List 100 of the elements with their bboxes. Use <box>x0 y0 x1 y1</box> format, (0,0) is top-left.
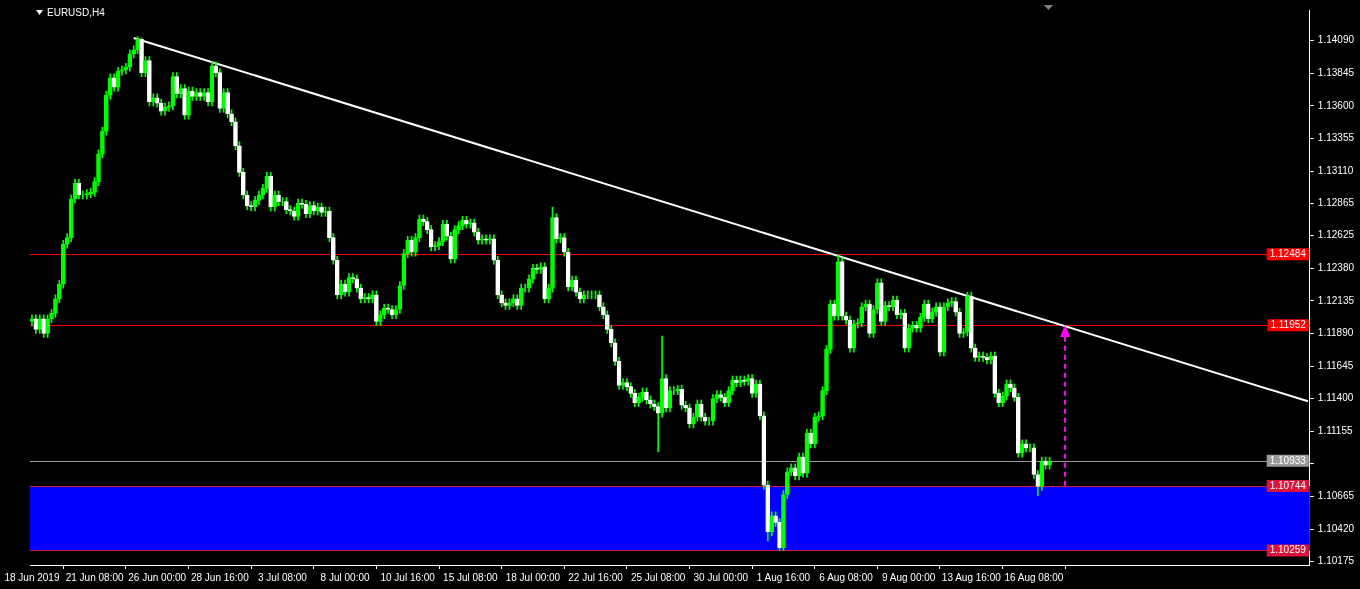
x-tick-label: 18 Jul 00:00 <box>505 571 561 583</box>
candlestick <box>233 117 238 151</box>
candlestick <box>507 298 512 310</box>
x-tick-label: 9 Aug 00:00 <box>881 571 936 583</box>
candlestick <box>1000 391 1005 407</box>
x-tick-label: 13 Aug 16:00 <box>941 571 1002 583</box>
candlestick <box>53 294 58 318</box>
candlestick <box>730 375 735 395</box>
y-tick-label: 1.12865 <box>1317 197 1355 209</box>
y-tick-label: 1.11155 <box>1317 424 1353 436</box>
candlestick <box>511 294 516 308</box>
candlestick <box>45 314 50 338</box>
candlestick <box>687 403 692 429</box>
candlestick <box>503 298 508 310</box>
x-tick-label: 15 Jul 08:00 <box>443 571 498 583</box>
candlestick <box>726 386 731 407</box>
candlestick <box>452 225 457 264</box>
candlestick <box>272 190 277 212</box>
candlestick <box>953 297 958 317</box>
y-tick-label: 1.11645 <box>1317 359 1354 371</box>
candlestick <box>413 233 418 257</box>
candlestick <box>961 327 966 338</box>
ref-line-label: 1.12484 <box>1269 248 1307 260</box>
candlestick <box>432 241 438 252</box>
candlestick <box>276 190 281 206</box>
candlestick <box>636 392 641 407</box>
y-tick-label: 1.10420 <box>1317 522 1355 534</box>
candlestick <box>542 262 548 304</box>
candlestick <box>135 36 140 55</box>
candlestick <box>143 56 148 77</box>
candlestick <box>182 84 187 120</box>
candlestick <box>323 206 328 217</box>
y-tick-label: 1.12380 <box>1317 261 1355 273</box>
x-tick-label: 21 Jun 08:00 <box>65 571 124 583</box>
candlestick <box>976 351 982 362</box>
x-tick-label: 22 Jul 16:00 <box>568 571 624 583</box>
candlestick <box>229 109 234 127</box>
candlestick <box>965 291 970 337</box>
y-tick-label: 1.13600 <box>1317 99 1355 111</box>
candlestick <box>867 299 872 338</box>
candlestick <box>194 88 199 101</box>
x-tick-label: 16 Aug 08:00 <box>1004 571 1064 583</box>
x-tick-label: 8 Jul 00:00 <box>320 571 370 583</box>
candlestick <box>178 84 184 99</box>
y-tick-label: 1.13355 <box>1317 132 1355 144</box>
candlestick <box>546 283 551 304</box>
candlestick <box>374 290 379 326</box>
ref-line-label: 1.10259 <box>1269 544 1307 556</box>
candlestick <box>644 387 649 405</box>
x-tick-label: 30 Jul 00:00 <box>693 571 749 583</box>
candlestick <box>1004 379 1009 401</box>
candlestick <box>92 177 97 197</box>
candlestick <box>456 221 461 234</box>
candlestick <box>186 86 191 120</box>
candlestick <box>225 88 230 119</box>
y-tick-label: 1.11400 <box>1317 392 1354 404</box>
y-tick-label: 1.10175 <box>1317 555 1355 567</box>
candlestick <box>957 307 962 338</box>
y-tick-label: 1.12625 <box>1317 229 1355 241</box>
x-tick-label: 25 Jul 08:00 <box>630 571 686 583</box>
candlestick <box>781 490 786 551</box>
candlestick <box>147 56 152 107</box>
ref-line-label: 1.10933 <box>1269 454 1307 466</box>
candlestick <box>460 215 465 230</box>
candlestick <box>487 234 493 245</box>
x-tick-label: 1 Aug 16:00 <box>756 571 811 583</box>
candlestick <box>875 278 880 314</box>
candlestick <box>483 234 489 245</box>
x-tick-label: 3 Jul 08:00 <box>257 571 308 583</box>
candlestick <box>679 384 684 410</box>
candlestick <box>464 215 469 229</box>
candlestick <box>785 467 790 499</box>
chart-title: EURUSD,H4 <box>47 7 105 18</box>
candlestick <box>417 214 422 242</box>
y-tick-label: 1.13845 <box>1317 66 1355 78</box>
candlestick <box>820 386 825 421</box>
candlestick <box>824 345 829 395</box>
y-tick-label: 1.14090 <box>1317 34 1355 46</box>
candlestick <box>319 202 324 217</box>
candlestick <box>409 235 414 257</box>
ref-line-label: 1.11952 <box>1270 318 1307 330</box>
candlestick <box>49 309 54 324</box>
candlestick <box>640 387 645 402</box>
x-tick-label: 18 Jun 2019 <box>4 571 60 583</box>
candlestick <box>980 351 986 362</box>
y-tick-label: 1.13110 <box>1317 164 1354 176</box>
candlestick <box>96 149 101 187</box>
candlestick <box>284 197 289 214</box>
y-tick-label: 1.10665 <box>1317 490 1355 502</box>
candlestick <box>370 290 375 304</box>
candlestick <box>828 299 833 354</box>
x-tick-label: 26 Jun 00:00 <box>128 571 187 583</box>
ref-line-label: 1.10744 <box>1269 479 1307 491</box>
candlestick <box>558 233 563 244</box>
x-tick-label: 6 Aug 08:00 <box>819 571 874 583</box>
candlestick <box>550 206 555 293</box>
x-tick-label: 10 Jul 16:00 <box>380 571 436 583</box>
candlestick <box>479 234 485 245</box>
y-tick-label: 1.12135 <box>1317 294 1355 306</box>
candlestick <box>467 218 473 229</box>
